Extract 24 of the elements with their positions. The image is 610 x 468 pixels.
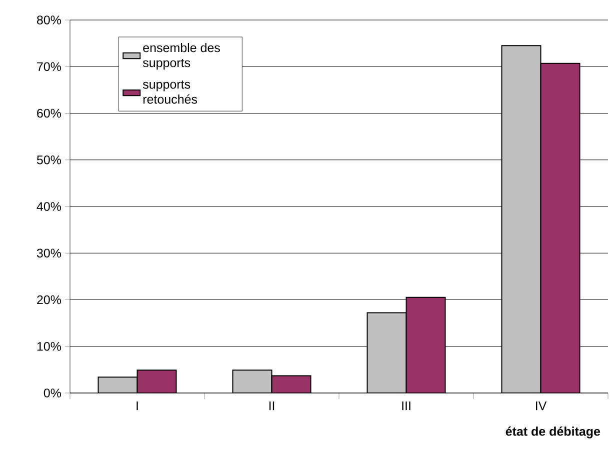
bar [406, 296, 446, 393]
legend-label: ensemble des supports [142, 42, 220, 70]
x-tick-label: I [136, 402, 138, 410]
y-tick-label: 0% [44, 388, 62, 398]
y-tick-label: 70% [37, 62, 62, 72]
bar [271, 375, 312, 393]
y-tick-label: 40% [36, 202, 62, 211]
x-axis-title: état de débitage [506, 426, 600, 438]
bar [366, 312, 407, 393]
y-tick-label: 50% [36, 155, 62, 164]
legend-label: supports retouchés [142, 80, 198, 104]
y-tick-label: 30% [36, 248, 62, 258]
bar [136, 370, 177, 393]
y-tick-label: 80% [37, 16, 62, 24]
y-tick-label: 20% [37, 295, 62, 304]
y-tick-label: 10% [37, 342, 62, 351]
bar [540, 62, 580, 393]
y-tick-label: 60% [37, 108, 62, 118]
bar [98, 376, 138, 393]
x-tick-label: II [269, 402, 274, 410]
x-tick-label: III [402, 402, 410, 410]
x-tick-label: IV [536, 402, 547, 410]
bar [501, 45, 542, 393]
bar [232, 370, 272, 393]
